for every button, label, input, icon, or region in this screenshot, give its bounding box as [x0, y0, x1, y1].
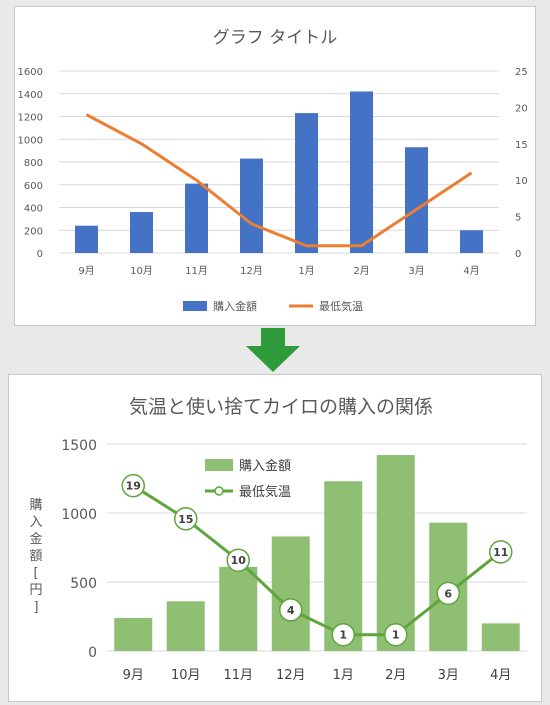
bar	[185, 183, 208, 253]
y2-tick-label: 10	[515, 176, 528, 187]
bottom-chart-panel: 気温と使い捨てカイロの購入の関係 0 500 1000 1500 購入金額 [ 円] 9月 10月…	[8, 374, 542, 702]
x-tick-label: 4月	[463, 265, 479, 277]
data-label: 15	[178, 513, 193, 526]
data-label: 1	[392, 629, 400, 642]
bar	[405, 147, 428, 253]
data-label: 4	[287, 604, 295, 617]
top-chart-panel: グラフ タイトル 0 200 400 600 800 1000 1200 1400 1600 0 5 1…	[14, 6, 536, 326]
y-axis-label-char: 円	[29, 583, 42, 598]
legend-label: 購入金額	[213, 299, 257, 313]
top-chart: グラフ タイトル 0 200 400 600 800 1000 1200 1400 1600 0 5 1…	[18, 28, 528, 313]
x-tick-label: 12月	[240, 265, 263, 277]
x-tick-label: 11月	[185, 265, 208, 277]
y-axis-label-char: ]	[33, 600, 38, 615]
bottom-chart: 気温と使い捨てカイロの購入の関係 0 500 1000 1500 購入金額 [ 円] 9月 10月…	[29, 396, 527, 683]
bar	[240, 158, 263, 253]
y-tick-label: 0	[37, 249, 43, 260]
x-tick-label: 11月	[223, 668, 253, 683]
y-tick-label: 1200	[18, 113, 43, 124]
bar	[271, 536, 310, 651]
y-tick-label: 1500	[61, 438, 97, 454]
y2-tick-label: 25	[515, 67, 528, 78]
y-tick-label: 500	[70, 576, 97, 592]
data-point	[174, 507, 198, 531]
down-arrow-icon	[246, 328, 300, 372]
legend-label: 購入金額	[239, 458, 291, 474]
bar	[166, 601, 205, 651]
y-axis-label-char: 入	[29, 515, 42, 530]
x-tick-label: 3月	[408, 265, 424, 277]
legend-label: 最低気温	[319, 299, 363, 313]
y-tick-label: 1600	[18, 67, 43, 78]
data-label: 10	[231, 554, 247, 567]
legend-swatch-bar	[205, 459, 233, 471]
x-tick-label: 10月	[130, 265, 153, 277]
y-tick-label: 800	[24, 158, 43, 169]
chart-title: 気温と使い捨てカイロの購入の関係	[129, 396, 433, 418]
y2-tick-label: 15	[515, 140, 528, 151]
legend-swatch-bar	[183, 301, 207, 311]
bar	[130, 212, 153, 253]
bar	[219, 566, 258, 651]
y-axis-label-char: 購	[29, 498, 42, 513]
y-tick-label: 1000	[18, 135, 43, 146]
bar	[324, 481, 363, 651]
y-axis-label-char: 金	[29, 531, 42, 547]
data-point	[489, 540, 513, 564]
x-tick-label: 1月	[333, 668, 354, 683]
y-tick-label: 400	[24, 204, 43, 215]
x-tick-label: 4月	[490, 668, 511, 683]
data-label: 11	[493, 546, 508, 559]
y2-tick-label: 20	[515, 103, 528, 114]
bar	[481, 623, 520, 651]
y2-tick-label: 0	[515, 249, 521, 260]
data-point	[436, 581, 460, 606]
bar	[376, 455, 415, 651]
bar	[75, 225, 98, 253]
chart-title: グラフ タイトル	[213, 28, 337, 48]
y-axis-label-char: 額	[29, 549, 42, 564]
data-label: 19	[126, 480, 141, 493]
x-tick-label: 10月	[171, 668, 201, 683]
y-tick-label: 1400	[18, 90, 43, 101]
x-tick-label: 1月	[298, 265, 314, 277]
legend-label: 最低気温	[239, 484, 291, 500]
bar	[460, 230, 483, 253]
x-tick-label: 9月	[123, 668, 144, 683]
x-tick-label: 3月	[438, 668, 459, 683]
data-label: 1	[339, 629, 347, 642]
series-line-min-temp	[85, 113, 473, 248]
bar	[114, 617, 153, 651]
data-point	[279, 598, 303, 622]
data-point	[121, 473, 145, 498]
x-tick-label: 2月	[353, 265, 369, 277]
bar	[350, 91, 373, 253]
legend-marker	[214, 486, 224, 496]
data-point	[384, 622, 408, 647]
data-label: 6	[444, 587, 452, 600]
y2-tick-label: 5	[515, 213, 521, 224]
y-tick-label: 0	[88, 645, 97, 661]
y-axis-label-char: [	[33, 566, 38, 581]
bar	[295, 113, 318, 254]
y-tick-label: 1000	[61, 507, 97, 523]
x-tick-label: 2月	[385, 668, 406, 683]
data-point	[226, 548, 250, 572]
data-point	[331, 622, 355, 647]
y-tick-label: 600	[24, 181, 43, 192]
x-tick-label: 12月	[276, 668, 306, 683]
x-tick-label: 9月	[78, 265, 94, 277]
y-tick-label: 200	[24, 226, 43, 237]
